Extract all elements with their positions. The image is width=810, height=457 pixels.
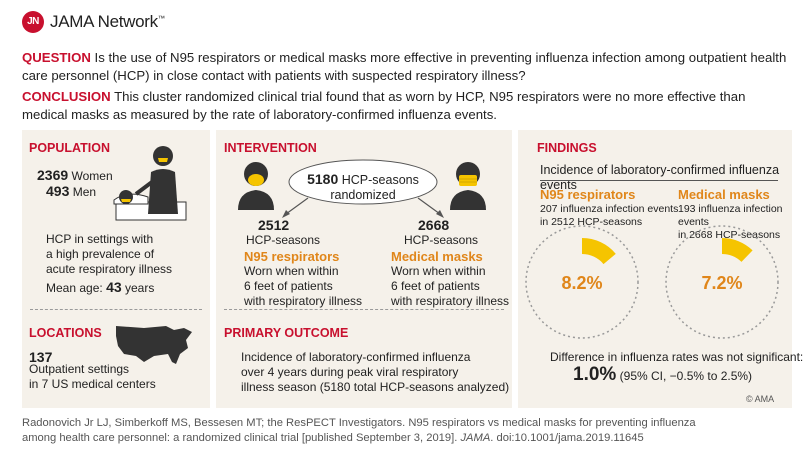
findings-n95-name: N95 respirators — [540, 187, 636, 202]
n95-arm: 2512 HCP-seasons — [246, 217, 321, 248]
citation: Radonovich Jr LJ, Simberkoff MS, Bessese… — [22, 417, 696, 444]
difference-text: Difference in influenza rates was not si… — [550, 350, 804, 364]
women-stat: 2369 Women — [37, 167, 113, 184]
mask-arm-desc: Worn when within 6 feet of patients with… — [391, 264, 510, 308]
n95-rate-wedge — [582, 238, 616, 265]
divider — [224, 309, 504, 310]
mask-person-icon — [450, 162, 486, 210]
n95-arm-name: N95 respirators — [244, 249, 340, 264]
header: JN JAMA Network™ — [0, 0, 810, 44]
copyright: © AMA — [746, 394, 775, 404]
subtitle-rule — [540, 180, 778, 181]
locations-title: LOCATIONS — [29, 326, 102, 340]
n95-arm-desc: Worn when within 6 feet of patients with… — [244, 264, 363, 308]
jama-logo-icon: JN — [22, 11, 44, 33]
intervention-title: INTERVENTION — [224, 141, 317, 155]
clinician-patient-icon — [113, 146, 187, 221]
conclusion: CONCLUSION This cluster randomized clini… — [22, 89, 746, 122]
outcome-desc: Incidence of laboratory-confirmed influe… — [241, 350, 510, 394]
n95-dashed-ring — [525, 225, 639, 339]
mask-arm-name: Medical masks — [391, 249, 483, 264]
n95-person-icon — [238, 162, 274, 210]
findings-n95-detail: 207 influenza infection events in 2512 H… — [540, 203, 679, 228]
population-panel — [22, 130, 210, 408]
n95-rate-label: 8.2% — [561, 273, 602, 293]
locations-desc: Outpatient settings in 7 US medical cent… — [29, 362, 156, 391]
incidence-donut-charts: 8.2% 7.2% — [525, 225, 779, 339]
mask-dashed-ring — [665, 225, 779, 339]
locations-count: 137 — [29, 349, 53, 365]
population-title: POPULATION — [29, 141, 111, 155]
brand-name: JAMA Network™ — [50, 12, 165, 31]
mask-rate-wedge — [722, 238, 753, 262]
findings-panel — [518, 130, 792, 408]
outcome-title: PRIMARY OUTCOME — [224, 326, 349, 340]
question: QUESTION Is the use of N95 respirators o… — [22, 50, 787, 83]
difference-result: 1.0% (95% CI, −0.5% to 2.5%) — [573, 364, 753, 385]
mean-age: Mean age: 43 years — [46, 279, 155, 296]
findings-subtitle: Incidence of laboratory-confirmed influe… — [540, 163, 780, 192]
setting-desc: HCP in settings with a high prevalence o… — [46, 232, 173, 276]
total-randomized: 5180 HCP-seasons randomized — [307, 171, 419, 203]
randomization-diagram — [282, 159, 444, 218]
mask-rate-label: 7.2% — [701, 273, 742, 293]
men-stat: 493 Men — [46, 183, 97, 200]
mask-arm: 2668 HCP-seasons — [404, 217, 479, 248]
us-map-icon — [116, 326, 192, 364]
findings-mask-detail: 193 influenza infection events in 2668 H… — [678, 203, 783, 241]
divider — [30, 309, 202, 310]
findings-title: FINDINGS — [537, 141, 597, 155]
findings-mask-name: Medical masks — [678, 187, 770, 202]
